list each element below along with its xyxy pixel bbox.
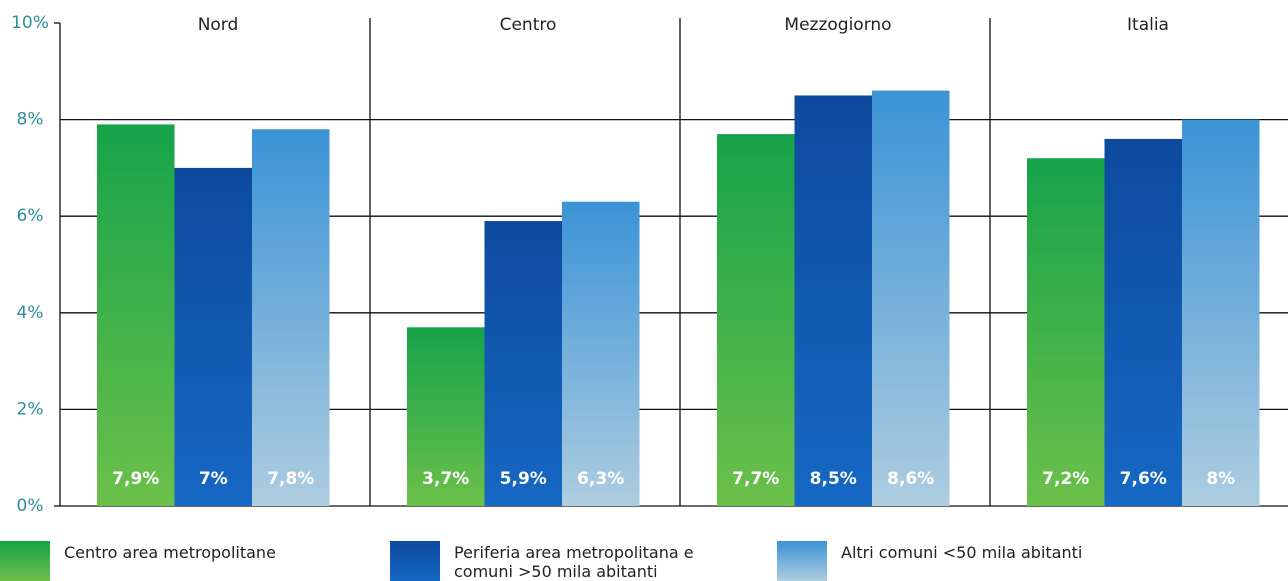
legend-item: Altri comuni <50 mila abitanti (777, 541, 1177, 581)
category-label: Nord (198, 15, 239, 35)
y-tick-label: 4% (17, 303, 44, 323)
bar (97, 124, 175, 507)
bar (484, 221, 562, 506)
value-label: 7,7% (732, 469, 779, 489)
legend-label: Altri comuni <50 mila abitanti (841, 543, 1083, 562)
value-label: 7% (199, 469, 228, 489)
y-tick-label: 2% (17, 399, 44, 419)
category-label: Centro (500, 15, 557, 35)
legend-item: Centro area metropolitane (0, 541, 300, 581)
value-label: 8,6% (887, 469, 934, 489)
value-label: 7,9% (112, 469, 159, 489)
bar (174, 167, 252, 506)
bar (407, 327, 485, 506)
value-label: 3,7% (422, 469, 469, 489)
category-label: Italia (1127, 15, 1169, 35)
legend-label: Periferia area metropolitana e comuni >5… (454, 543, 694, 581)
legend-swatch (0, 541, 50, 581)
bar (872, 90, 950, 507)
chart: 0% 2% 4% 6% 8% 10% Nord 7,9% 7% 7,8% Centro 3,7% 5,9… (11, 13, 1288, 516)
legend-swatch (777, 541, 827, 581)
y-tick-label: 10% (11, 13, 49, 33)
y-tick-label: 0% (17, 496, 44, 516)
legend-item: Periferia area metropolitana e comuni >5… (390, 541, 720, 581)
bar (1027, 158, 1105, 507)
legend-swatch (390, 541, 440, 581)
value-label: 7,8% (267, 469, 314, 489)
bar (1104, 138, 1182, 507)
value-label: 7,6% (1120, 469, 1167, 489)
value-label: 6,3% (577, 469, 624, 489)
bar (717, 134, 795, 506)
category-label: Mezzogiorno (784, 15, 891, 35)
bar (1182, 119, 1260, 506)
value-label: 7,2% (1042, 469, 1089, 489)
value-label: 5,9% (500, 469, 547, 489)
value-label: 8,5% (810, 469, 857, 489)
y-tick-label: 8% (17, 110, 44, 130)
value-label: 8% (1206, 469, 1235, 489)
bar (252, 129, 330, 506)
bar (794, 95, 872, 506)
y-tick-label: 6% (17, 206, 44, 226)
legend-label: Centro area metropolitane (64, 543, 276, 562)
bar (562, 201, 640, 506)
